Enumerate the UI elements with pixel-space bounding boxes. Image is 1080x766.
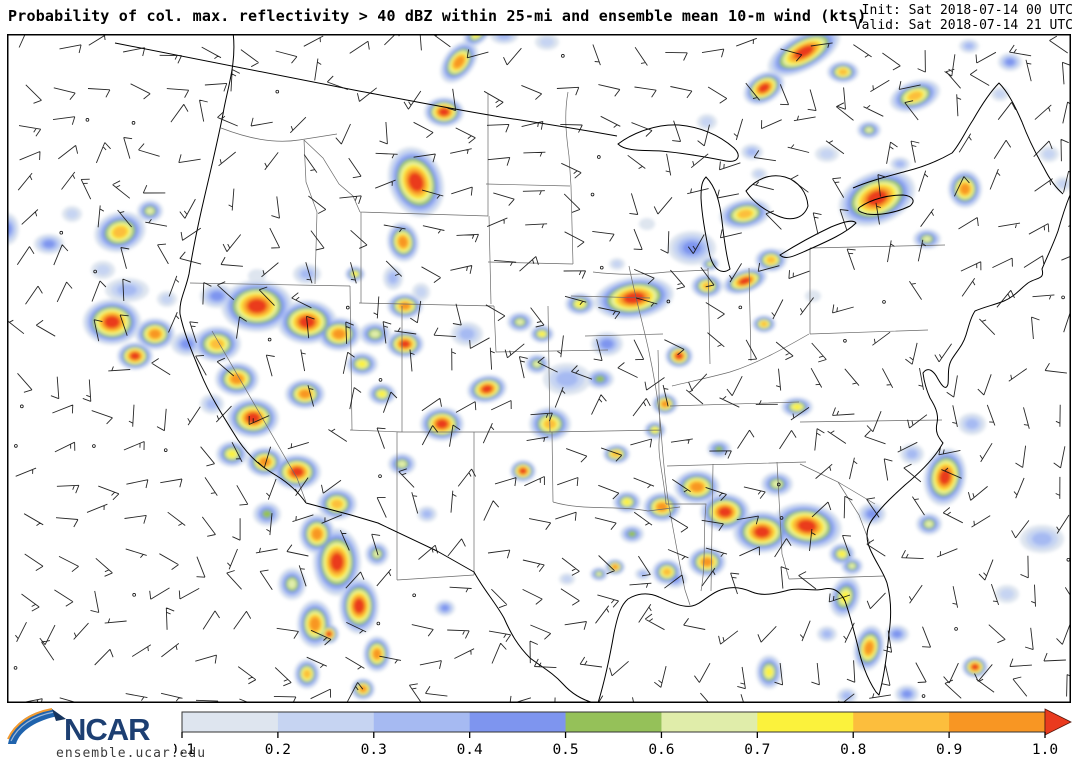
lake-erie xyxy=(779,220,857,258)
site-url: ensemble.ucar.edu xyxy=(56,746,207,761)
map-panel xyxy=(7,34,1071,703)
colorbar-label: 0.8 xyxy=(840,742,866,758)
colorbar-label: 0.5 xyxy=(552,742,578,758)
map-frame xyxy=(7,34,1071,703)
run-times: Init: Sat 2018-07-14 00 UTC Valid: Sat 2… xyxy=(854,3,1073,33)
colorbar-segment xyxy=(949,712,1046,732)
weather-map xyxy=(7,34,1071,703)
init-time: Init: Sat 2018-07-14 00 UTC xyxy=(861,3,1073,18)
canada-border-east xyxy=(852,82,1064,195)
colorbar-label: 0.6 xyxy=(648,742,674,758)
state-borders xyxy=(189,91,946,606)
map-title: Probability of col. max. reflectivity > … xyxy=(8,7,867,25)
colorbar-label: 0.7 xyxy=(744,742,770,758)
coastline xyxy=(114,34,1071,703)
colorbar-segment xyxy=(469,712,567,732)
great-lakes xyxy=(617,124,914,272)
colorbar-label: 0.2 xyxy=(265,742,291,758)
colorbar-segment xyxy=(277,712,375,732)
valid-time: Valid: Sat 2018-07-14 21 UTC xyxy=(853,18,1073,33)
lake-huron xyxy=(745,175,809,220)
colorbar-label: 0.9 xyxy=(936,742,962,758)
lake-superior xyxy=(617,124,739,162)
colorbar-segment xyxy=(565,712,662,732)
colorbar-label: 0.1 xyxy=(174,742,195,758)
colorbar-segment xyxy=(757,712,854,732)
colorbar-segment xyxy=(373,712,471,732)
lake-ontario xyxy=(857,194,914,215)
colorbar-label: 0.3 xyxy=(361,742,387,758)
colorbar-segment xyxy=(853,712,950,732)
lake-michigan xyxy=(700,176,731,272)
colorbar-label: 0.4 xyxy=(457,742,483,758)
probability-colorbar: 0.1 0.2 0.3 0.4 0.5 0.6 0.7 0.8 0.9 1.0 xyxy=(174,708,1072,758)
ncar-logo-text: NCAR xyxy=(64,712,150,747)
colorbar-segment xyxy=(661,712,758,732)
probability-field xyxy=(7,34,1071,703)
colorbar-label: 1.0 xyxy=(1032,742,1058,758)
colorbar-overflow-arrow xyxy=(1044,708,1072,736)
gulf-atlantic-coast xyxy=(597,194,1071,703)
ncar-swoosh-icon xyxy=(7,708,66,744)
colorbar-segment xyxy=(182,712,279,732)
wind-barbs xyxy=(7,34,1071,703)
canada-border-west xyxy=(114,42,618,137)
mexico-border xyxy=(305,502,595,703)
ncar-logo: NCAR xyxy=(7,708,151,747)
